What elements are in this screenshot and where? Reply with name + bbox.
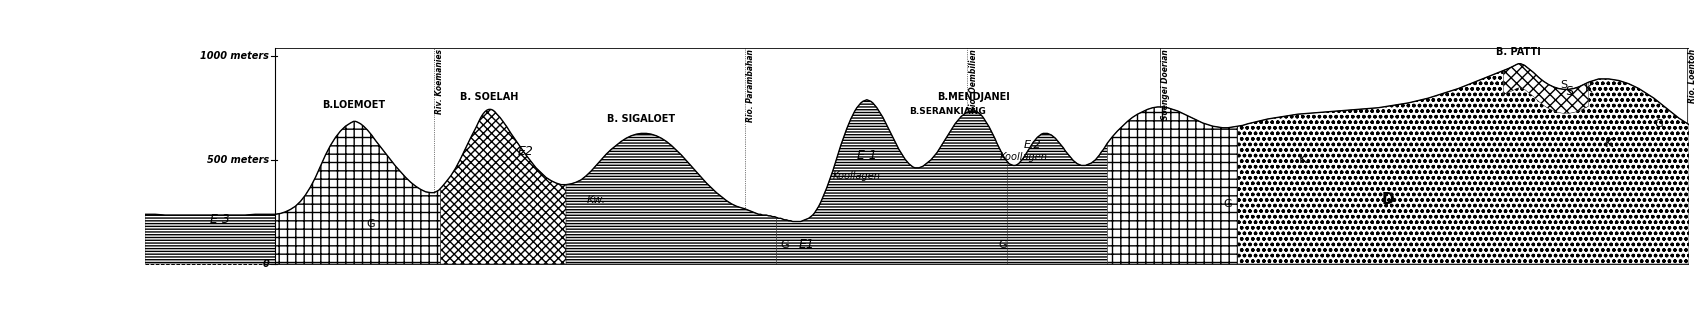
Text: Riv. Koemanies: Riv. Koemanies [435,49,443,114]
Text: E1: E1 [798,238,815,251]
Text: K: K [1604,137,1611,150]
Polygon shape [1107,107,1238,264]
Text: K: K [1584,84,1591,94]
Text: G: G [367,219,375,229]
Text: G: G [1654,119,1662,129]
Text: Kw.: Kw. [587,195,605,205]
Text: Koollagen: Koollagen [999,152,1047,162]
Text: S: S [1558,80,1567,90]
Text: B.SERANKIANG: B.SERANKIANG [909,107,985,116]
Polygon shape [566,133,776,264]
Text: B.LOEMOET: B.LOEMOET [322,100,385,110]
Polygon shape [145,214,275,264]
Text: K: K [1298,153,1306,166]
Text: G: G [779,240,788,250]
Polygon shape [776,100,1006,264]
Text: B. SIGALOET: B. SIGALOET [607,114,675,124]
Text: B. PATTI: B. PATTI [1495,47,1540,57]
Text: Soengei Doerian: Soengei Doerian [1161,49,1170,120]
Polygon shape [440,109,566,264]
Text: B.MENDJANEI: B.MENDJANEI [936,92,1009,102]
Polygon shape [1238,64,1688,264]
Text: Rio. Loentoh: Rio. Loentoh [1688,49,1696,103]
Text: Koollagen: Koollagen [832,171,880,181]
Polygon shape [1502,64,1587,113]
Text: Rio. Oembilien: Rio. Oembilien [968,49,977,112]
Polygon shape [275,121,440,264]
Text: G: G [1222,199,1231,209]
Text: Rio. Parambahan: Rio. Parambahan [745,49,755,122]
Text: G: G [997,240,1006,250]
Text: 500 meters: 500 meters [206,155,269,165]
Text: E 1: E 1 [856,149,876,162]
Text: D: D [1381,192,1393,207]
Text: E.2: E.2 [1023,141,1040,151]
Text: 0: 0 [263,259,269,269]
Text: 1000 meters: 1000 meters [199,51,269,61]
Text: E2: E2 [518,145,534,158]
Polygon shape [1006,133,1107,264]
Text: E 3: E 3 [210,213,230,226]
Text: B. SOELAH: B. SOELAH [459,92,518,102]
Text: S: S [1563,85,1572,98]
